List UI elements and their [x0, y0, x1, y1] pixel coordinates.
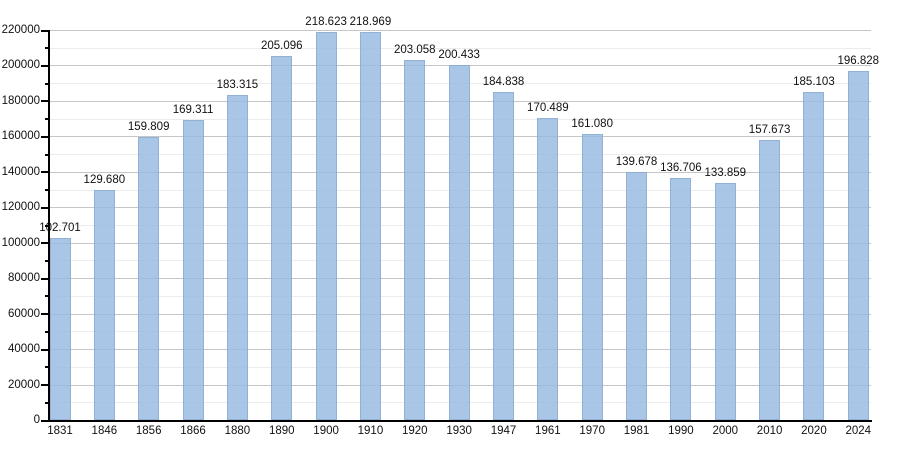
bar-1900 — [315, 32, 337, 420]
bar-2024 — [847, 71, 869, 420]
x-tick-label: 1990 — [668, 425, 694, 437]
y-minor-tick — [45, 82, 49, 85]
y-tick-label: 100000 — [1, 236, 40, 249]
y-tick-label: 60000 — [8, 307, 40, 320]
x-tick-label: 1866 — [180, 425, 206, 437]
value-label: 161.080 — [571, 118, 613, 131]
value-label: 218.969 — [349, 15, 392, 28]
x-tick-label: 2010 — [756, 425, 783, 437]
y-major-tick — [41, 135, 49, 138]
y-major-tick — [41, 100, 49, 103]
value-label: 203.058 — [394, 44, 436, 57]
bar-1846 — [93, 190, 115, 420]
value-label: 218.623 — [305, 16, 347, 29]
y-minor-tick — [45, 401, 49, 404]
x-axis-line — [48, 420, 872, 422]
x-tick-label: 1910 — [357, 425, 384, 437]
x-tick-label: 1890 — [268, 425, 295, 437]
value-label: 102.701 — [39, 221, 81, 234]
y-major-tick — [41, 384, 49, 387]
bar-1961 — [537, 117, 559, 420]
x-tick-label: 1947 — [490, 425, 517, 437]
x-tick-label: 1961 — [535, 425, 561, 437]
value-label: 170.489 — [527, 101, 569, 114]
y-minor-tick — [45, 118, 49, 121]
y-tick-label: 20000 — [8, 378, 40, 391]
bar-1981 — [626, 172, 648, 420]
y-minor-tick — [45, 295, 49, 298]
bar-1856 — [138, 136, 160, 420]
y-minor-tick — [45, 47, 49, 50]
y-major-tick — [41, 29, 49, 32]
y-minor-tick — [45, 259, 49, 262]
bar-1930 — [448, 64, 470, 420]
y-major-tick — [41, 206, 49, 209]
y-minor-tick — [45, 153, 49, 156]
bar-1880 — [226, 95, 248, 420]
x-tick-label: 2020 — [801, 425, 827, 437]
x-tick-label: 1981 — [623, 425, 650, 437]
x-tick-label: 1920 — [402, 425, 428, 437]
bar-1890 — [271, 56, 293, 420]
y-axis-line — [48, 30, 50, 421]
y-minor-tick — [45, 224, 49, 227]
y-major-tick — [41, 64, 49, 67]
bar-2020 — [803, 91, 825, 420]
y-tick-label: 120000 — [1, 201, 40, 214]
value-label: 183.315 — [216, 79, 259, 92]
x-tick-label: 1900 — [313, 425, 339, 437]
x-tick-label: 1846 — [91, 425, 118, 437]
x-tick-label: 1880 — [224, 425, 251, 437]
x-tick-label: 1930 — [446, 425, 472, 437]
y-major-tick — [41, 242, 49, 245]
y-tick-label: 0 — [33, 414, 40, 426]
value-label: 129.680 — [83, 174, 126, 187]
x-tick-label: 2000 — [712, 425, 739, 437]
value-label: 136.706 — [660, 161, 702, 174]
x-tick-label: 1856 — [135, 425, 162, 437]
y-minor-tick — [45, 366, 49, 369]
value-label: 133.859 — [704, 166, 747, 179]
y-tick-label: 160000 — [1, 130, 40, 143]
y-minor-tick — [45, 189, 49, 192]
bar-1920 — [404, 60, 426, 420]
bar-2010 — [759, 140, 781, 420]
value-label: 196.828 — [837, 55, 880, 68]
value-label: 184.838 — [482, 76, 525, 89]
y-major-tick — [41, 277, 49, 280]
y-minor-tick — [45, 330, 49, 333]
value-label: 205.096 — [260, 40, 303, 53]
y-major-tick — [41, 419, 49, 422]
bar-1866 — [182, 119, 204, 420]
value-label: 169.311 — [172, 103, 214, 116]
value-label: 200.433 — [438, 48, 480, 61]
major-gridline — [49, 30, 871, 31]
y-major-tick — [41, 313, 49, 316]
bar-1970 — [581, 134, 603, 420]
minor-gridline — [49, 47, 871, 49]
x-tick-label: 1831 — [47, 425, 73, 437]
y-major-tick — [41, 348, 49, 351]
y-tick-label: 80000 — [8, 272, 40, 285]
bar-1910 — [359, 31, 381, 420]
x-tick-label: 2024 — [845, 425, 872, 437]
y-tick-label: 40000 — [8, 343, 40, 356]
value-label: 139.678 — [615, 156, 658, 169]
value-label: 157.673 — [748, 124, 791, 137]
bar-2000 — [714, 182, 736, 420]
y-tick-label: 140000 — [1, 165, 40, 178]
bar-1947 — [493, 92, 514, 420]
y-tick-label: 220000 — [1, 24, 40, 36]
y-tick-label: 200000 — [1, 59, 40, 72]
value-label: 159.809 — [127, 120, 170, 133]
y-tick-label: 180000 — [1, 94, 40, 107]
bar-1990 — [670, 177, 692, 420]
x-tick-label: 1970 — [579, 425, 605, 437]
y-major-tick — [41, 171, 49, 174]
value-label: 185.103 — [793, 75, 835, 88]
bar-1831 — [49, 237, 71, 420]
